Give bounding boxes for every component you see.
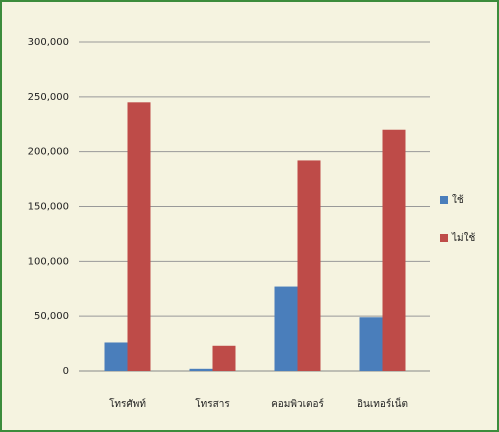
bar (382, 129, 406, 371)
x-tick-label: คอมพิวเตอร์ (271, 398, 324, 410)
legend-label: ไม่ใช้ (451, 232, 476, 244)
x-tick-label: โทรศัพท์ (109, 397, 146, 410)
y-tick-label: 100,000 (28, 256, 69, 267)
bar (104, 342, 128, 371)
y-tick-label: 200,000 (28, 147, 69, 158)
bar (274, 286, 298, 371)
x-tick-label: โทรสาร (195, 397, 230, 410)
bar (189, 368, 213, 371)
y-tick-label: 0 (63, 366, 69, 377)
legend-swatch (440, 234, 448, 242)
legend-swatch (440, 196, 448, 204)
y-tick-label: 50,000 (34, 311, 69, 322)
x-tick-label: อินเทอร์เน็ต (357, 396, 408, 410)
y-tick-label: 150,000 (28, 202, 69, 213)
y-tick-label: 300,000 (28, 37, 69, 48)
y-tick-label: 250,000 (28, 92, 69, 103)
bar (212, 345, 236, 371)
bar (359, 317, 383, 371)
bar (127, 102, 151, 372)
bar (297, 160, 321, 371)
legend-label: ใช้ (452, 194, 464, 206)
